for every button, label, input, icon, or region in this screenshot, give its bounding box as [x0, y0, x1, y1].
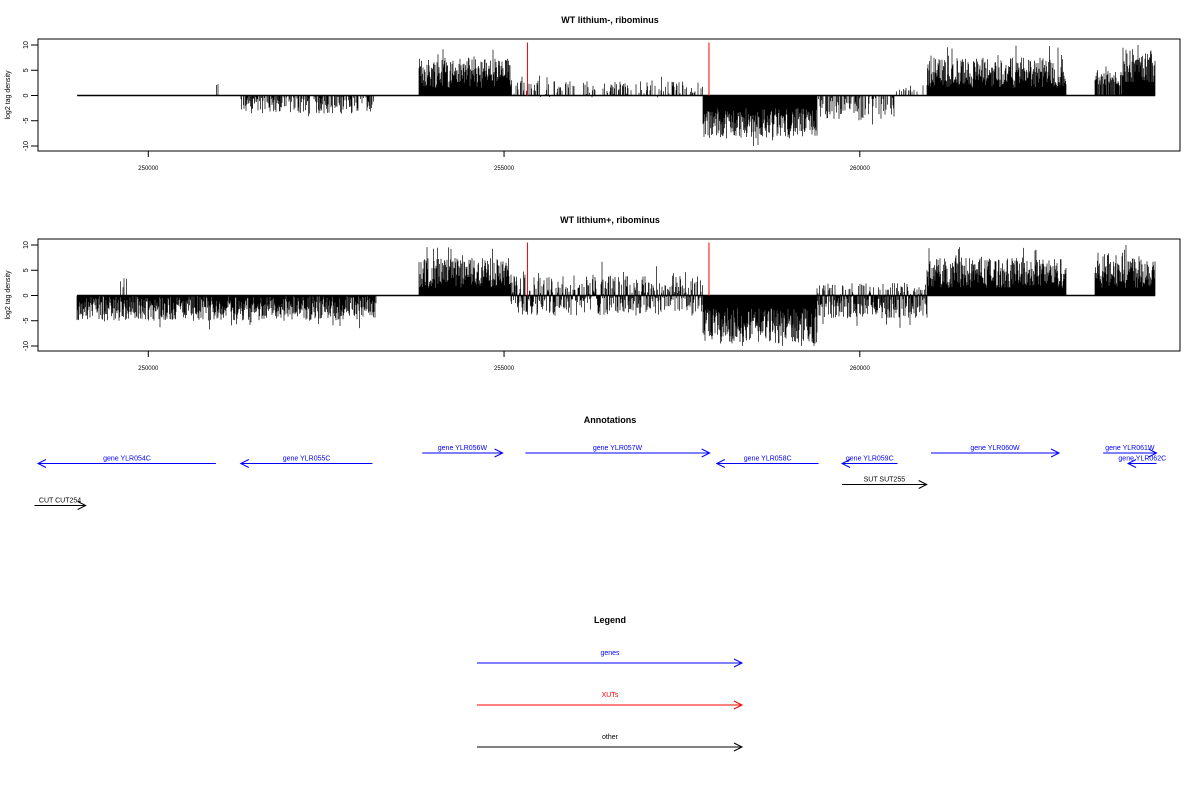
- feature-label: gene YLR055C: [283, 456, 331, 463]
- track-panel-lithium-plus: WT lithium+, ribominus log2 tag density …: [5, 215, 1181, 372]
- feature-arrow: gene YLR056W: [422, 445, 504, 458]
- arrowhead: [733, 700, 744, 710]
- annotations-title: Annotations: [584, 415, 637, 425]
- arrowhead: [1148, 448, 1158, 458]
- arrowhead: [701, 448, 711, 458]
- arrowhead: [733, 658, 744, 668]
- x-tick-label: 250000: [138, 366, 159, 372]
- feature-arrow: gene YLR058C: [715, 456, 819, 468]
- legend-title: Legend: [594, 615, 626, 625]
- legend-item: genes: [477, 650, 744, 668]
- feature-label: gene YLR054C: [103, 456, 151, 463]
- panel-title: WT lithium+, ribominus: [560, 215, 660, 225]
- feature-arrow: gene YLR059C: [840, 456, 898, 468]
- feature-arrow: gene YLR055C: [239, 456, 373, 468]
- feature-label: gene YLR059C: [846, 456, 894, 463]
- y-axis: -10 -5 0 5 10: [23, 41, 38, 151]
- x-tick-label: 255000: [494, 366, 515, 372]
- feature-arrow: gene YLR054C: [36, 456, 216, 468]
- y-axis-label: log2 tag density: [5, 270, 12, 320]
- density-bars: [77, 45, 1156, 146]
- feature-label: CUT CUT254: [39, 498, 81, 505]
- legend-item: other: [477, 734, 744, 752]
- xut-marks: [527, 242, 710, 296]
- y-tick-label: -5: [23, 318, 30, 324]
- feature-label: gene YLR056W: [438, 445, 488, 452]
- feature-label: gene YLR061W: [1105, 445, 1155, 452]
- arrowhead: [1050, 448, 1061, 458]
- x-axis: 250000 255000 260000: [138, 151, 870, 172]
- legend-items: genes XUTs other: [477, 650, 744, 752]
- feature-arrow: gene YLR057W: [525, 445, 711, 458]
- legend-item: XUTs: [477, 692, 744, 710]
- legend-label: genes: [600, 650, 620, 657]
- y-tick-label: 5: [23, 268, 30, 272]
- arrowhead: [494, 448, 504, 458]
- y-tick-label: 10: [23, 241, 30, 249]
- arrowhead: [239, 459, 250, 468]
- y-tick-label: -10: [23, 141, 30, 151]
- y-tick-label: -5: [23, 118, 30, 124]
- feature-label: gene YLR057W: [593, 445, 643, 452]
- y-tick-label: 5: [23, 68, 30, 72]
- x-tick-label: 255000: [494, 166, 515, 172]
- feature-arrow: gene YLR061W: [1103, 445, 1158, 458]
- xut-marks: [527, 42, 710, 96]
- arrowhead: [77, 501, 87, 510]
- legend: Legend genes XUTs other: [477, 615, 744, 752]
- feature-arrow: gene YLR062C: [1118, 456, 1166, 468]
- y-tick-label: 0: [23, 293, 30, 297]
- x-axis: 250000 255000 260000: [138, 351, 870, 372]
- x-tick-label: 260000: [850, 366, 871, 372]
- feature-arrow: SUT SUT255: [842, 477, 928, 489]
- arrowhead: [36, 459, 47, 468]
- feature-label: gene YLR060W: [970, 445, 1020, 452]
- arrowhead: [1126, 459, 1137, 468]
- track-panel-lithium-minus: WT lithium-, ribominus log2 tag density …: [5, 15, 1181, 172]
- feature-label: gene YLR058C: [744, 456, 792, 463]
- x-tick-label: 260000: [850, 166, 871, 172]
- legend-label: XUTs: [602, 692, 619, 699]
- arrowhead: [715, 459, 726, 468]
- annotations-track: Annotations gene YLR054C gene YLR055Cgene…: [34, 415, 1166, 510]
- legend-label: other: [602, 734, 619, 741]
- feature-arrows: gene YLR054C gene YLR055C gene YLR056W gene…: [34, 445, 1166, 510]
- y-tick-label: 10: [23, 41, 30, 49]
- y-tick-label: -10: [23, 341, 30, 351]
- panel-title: WT lithium-, ribominus: [561, 15, 659, 25]
- arrowhead: [840, 459, 851, 468]
- feature-label: gene YLR062C: [1118, 456, 1166, 463]
- feature-arrow: gene YLR060W: [930, 445, 1061, 458]
- y-axis: -10 -5 0 5 10: [23, 241, 38, 351]
- arrowhead: [733, 742, 744, 752]
- feature-arrow: CUT CUT254: [34, 498, 87, 510]
- feature-label: SUT SUT255: [864, 477, 906, 484]
- y-axis-label: log2 tag density: [5, 70, 12, 120]
- arrowhead: [918, 480, 928, 489]
- density-bars: [76, 245, 1156, 346]
- y-tick-label: 0: [23, 93, 30, 97]
- x-tick-label: 250000: [138, 166, 159, 172]
